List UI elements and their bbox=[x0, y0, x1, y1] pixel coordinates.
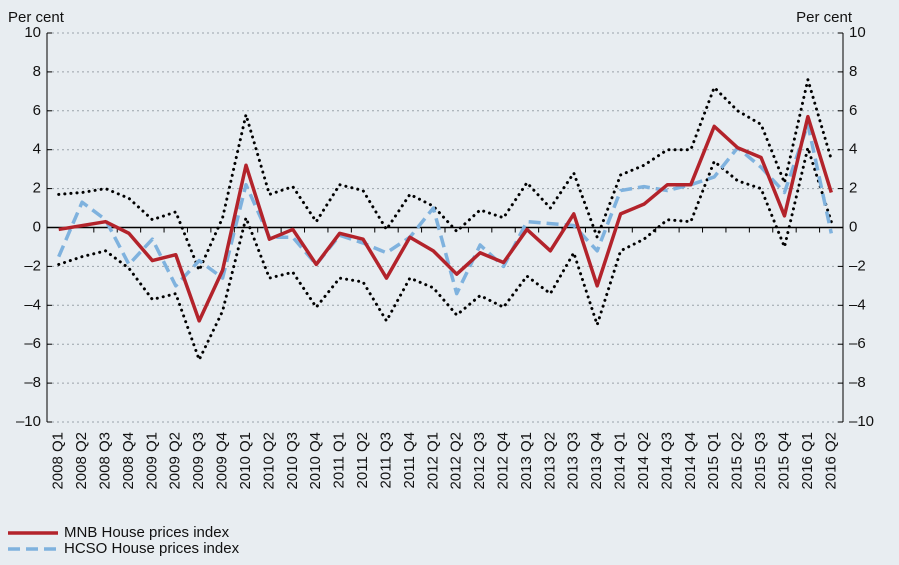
y-tick-label: –6 bbox=[24, 335, 41, 352]
x-tick-label: 2015 Q3 bbox=[752, 432, 769, 490]
x-tick-label: 2009 Q4 bbox=[214, 432, 231, 490]
series-line bbox=[57, 146, 833, 362]
y2-axis-label: Per cent bbox=[796, 9, 853, 26]
x-tick-label: 2012 Q1 bbox=[424, 432, 441, 490]
x-tick-label: 2015 Q2 bbox=[729, 432, 746, 490]
x-tick-label: 2016 Q2 bbox=[822, 432, 839, 490]
legend-label: MNB House prices index bbox=[64, 524, 230, 541]
x-tick-label: 2009 Q3 bbox=[190, 432, 207, 490]
y2-tick-label: –10 bbox=[849, 413, 874, 430]
y2-tick-label: 10 bbox=[849, 24, 866, 41]
y2-tick-label: 4 bbox=[849, 141, 857, 158]
y-axis-label: Per cent bbox=[8, 9, 65, 26]
x-tick-label: 2011 Q1 bbox=[331, 432, 348, 488]
series-line bbox=[57, 122, 834, 296]
y-tick-label: 4 bbox=[33, 141, 41, 158]
y-tick-label: 2 bbox=[33, 180, 41, 197]
series-line bbox=[58, 114, 833, 323]
x-tick-label: 2008 Q3 bbox=[96, 432, 113, 490]
legend-label: HCSO House prices index bbox=[64, 540, 240, 557]
x-tick-label: 2012 Q2 bbox=[448, 432, 465, 490]
x-tick-label: 2010 Q3 bbox=[284, 432, 301, 490]
x-tick-label: 2008 Q1 bbox=[50, 432, 67, 490]
y-tick-label: –10 bbox=[16, 413, 41, 430]
x-tick-label: 2011 Q3 bbox=[377, 432, 394, 488]
x-tick-label: 2014 Q1 bbox=[612, 432, 629, 490]
x-tick-label: 2008 Q4 bbox=[120, 432, 137, 490]
y2-tick-label: –4 bbox=[849, 296, 866, 313]
y-tick-label: –4 bbox=[24, 296, 41, 313]
x-tick-label: 2011 Q4 bbox=[401, 432, 418, 488]
y-tick-label: 8 bbox=[33, 63, 41, 80]
x-tick-label: 2015 Q4 bbox=[775, 432, 792, 490]
x-tick-label: 2013 Q3 bbox=[565, 432, 582, 490]
x-tick-label: 2014 Q4 bbox=[682, 432, 699, 490]
x-tick-label: 2010 Q2 bbox=[260, 432, 277, 490]
x-tick-label: 2009 Q2 bbox=[167, 432, 184, 490]
y2-tick-label: 8 bbox=[849, 63, 857, 80]
y-tick-label: 10 bbox=[24, 24, 41, 41]
x-tick-label: 2011 Q2 bbox=[354, 432, 371, 488]
y2-tick-label: 2 bbox=[849, 180, 857, 197]
y2-tick-label: –6 bbox=[849, 335, 866, 352]
y2-tick-label: 6 bbox=[849, 102, 857, 119]
y2-tick-label: –8 bbox=[849, 374, 866, 391]
x-tick-label: 2008 Q2 bbox=[73, 432, 90, 490]
x-tick-label: 2013 Q2 bbox=[541, 432, 558, 490]
y-tick-label: –2 bbox=[24, 257, 41, 274]
x-tick-label: 2012 Q3 bbox=[471, 432, 488, 490]
series-line bbox=[57, 78, 833, 272]
x-tick-label: 2015 Q1 bbox=[705, 432, 722, 490]
y-tick-label: 6 bbox=[33, 102, 41, 119]
x-tick-label: 2010 Q4 bbox=[307, 432, 324, 490]
x-tick-label: 2010 Q1 bbox=[237, 432, 254, 490]
y-tick-label: 0 bbox=[33, 218, 41, 235]
x-tick-label: 2014 Q3 bbox=[658, 432, 675, 490]
x-tick-label: 2013 Q4 bbox=[588, 432, 605, 490]
x-tick-label: 2009 Q1 bbox=[143, 432, 160, 490]
x-tick-label: 2014 Q2 bbox=[635, 432, 652, 490]
y-tick-label: –8 bbox=[24, 374, 41, 391]
x-tick-label: 2013 Q1 bbox=[518, 432, 535, 490]
x-tick-label: 2012 Q4 bbox=[494, 432, 511, 490]
y2-tick-label: 0 bbox=[849, 218, 857, 235]
y2-tick-label: –2 bbox=[849, 257, 866, 274]
x-tick-label: 2016 Q1 bbox=[799, 432, 816, 490]
